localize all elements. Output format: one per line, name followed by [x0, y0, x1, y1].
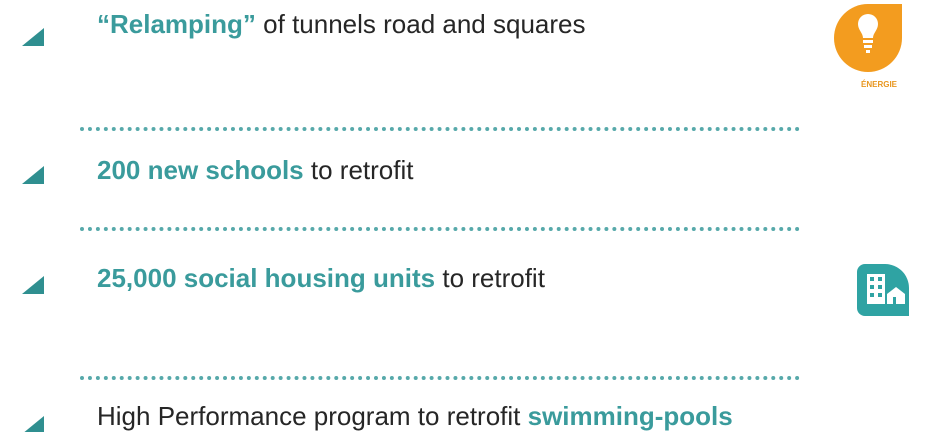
energy-icon — [834, 4, 902, 72]
bullet — [22, 28, 44, 46]
item-text: to retrofit — [310, 155, 414, 185]
list-item: High Performance program to retrofit swi… — [97, 400, 733, 432]
list-item: 25,000 social housing units to retrofit — [97, 262, 545, 294]
dotted-separator — [80, 127, 800, 131]
list-item: “Relamping” of tunnels road and squares — [97, 8, 586, 40]
highlight-text: 25,000 social housing units — [97, 263, 436, 293]
item-text: of tunnels road and squares — [263, 9, 586, 39]
icon-label: ÉNERGIE — [861, 80, 898, 89]
bullet — [22, 166, 44, 184]
list-item: 200 new schools to retrofit — [97, 154, 413, 186]
bullet — [22, 276, 44, 294]
highlight-text: “Relamping” — [97, 9, 256, 39]
housing-icon — [857, 264, 909, 316]
dotted-separator — [80, 227, 800, 231]
bullet — [22, 416, 44, 432]
highlight-text: 200 new schools — [97, 155, 304, 185]
item-text: High Performance program to retrofit — [97, 401, 521, 431]
highlight-text: swimming-pools — [527, 401, 733, 431]
dotted-separator — [80, 376, 800, 380]
item-text: to retrofit — [442, 263, 545, 293]
